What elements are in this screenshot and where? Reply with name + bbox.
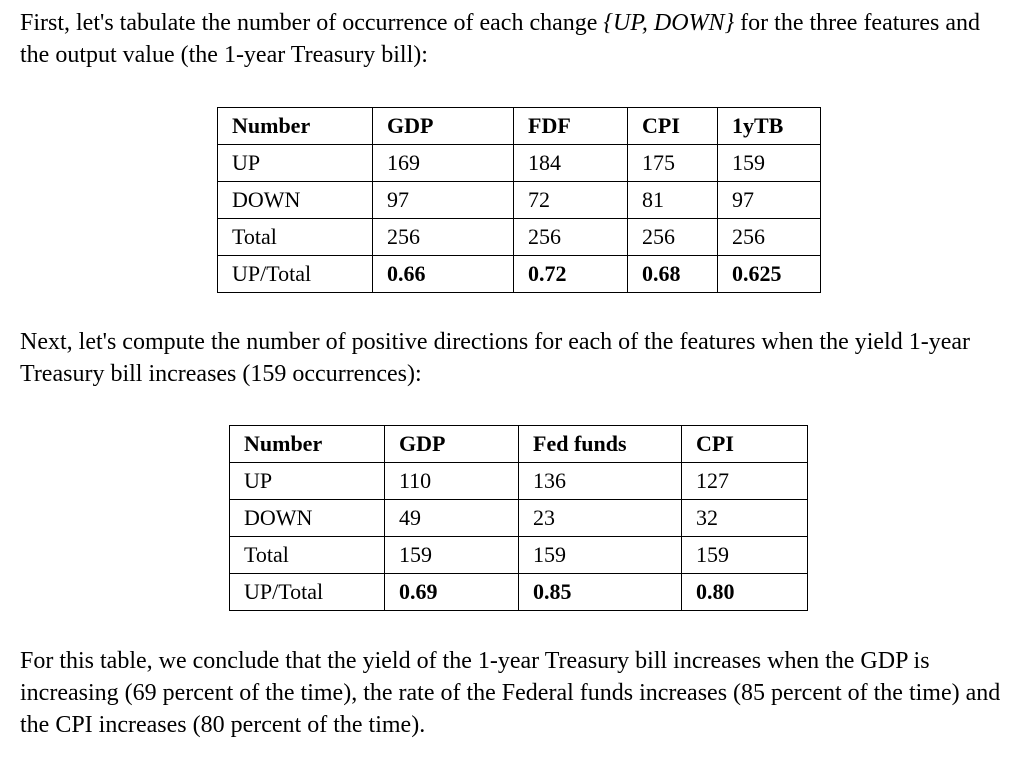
table-cell: 127: [681, 462, 808, 500]
header-cell: Number: [217, 107, 373, 145]
intro-text-after: for the three features and the output va…: [20, 10, 981, 68]
positive-direction-table: Number GDP Fed funds CPI UP 110 136 127 …: [229, 425, 808, 611]
table-cell: 23: [518, 499, 682, 537]
header-cell: Number: [229, 425, 385, 463]
table-cell: 159: [717, 144, 821, 182]
occurrence-table: Number GDP FDF CPI 1yTB UP 169 184 175 1…: [217, 107, 821, 293]
table-row: UP/Total 0.66 0.72 0.68 0.625: [217, 255, 821, 293]
table-cell: 0.85: [518, 573, 682, 611]
row-label-cell: Total: [229, 536, 385, 574]
row-label-cell: UP: [229, 462, 385, 500]
table-header-row: Number GDP Fed funds CPI: [229, 425, 808, 463]
table-cell: 256: [372, 218, 514, 256]
table-cell: 110: [384, 462, 519, 500]
table-row: Total 159 159 159: [229, 536, 808, 574]
table-row: UP/Total 0.69 0.85 0.80: [229, 573, 808, 611]
header-cell: FDF: [513, 107, 628, 145]
table-cell: 175: [627, 144, 718, 182]
table-cell: 256: [627, 218, 718, 256]
table-row: Total 256 256 256 256: [217, 218, 821, 256]
conclusion-paragraph: For this table, we conclude that the yie…: [20, 648, 1001, 738]
table-row: DOWN 49 23 32: [229, 499, 808, 537]
table-cell: 256: [717, 218, 821, 256]
row-label-cell: UP/Total: [229, 573, 385, 611]
table-cell: 159: [518, 536, 682, 574]
table-header-row: Number GDP FDF CPI 1yTB: [217, 107, 821, 145]
table-row: UP 110 136 127: [229, 462, 808, 500]
table-cell: 0.80: [681, 573, 808, 611]
row-label-cell: UP/Total: [217, 255, 373, 293]
header-cell: GDP: [372, 107, 514, 145]
table-cell: 0.68: [627, 255, 718, 293]
table-cell: 0.66: [372, 255, 514, 293]
intro-text-before: First, let's tabulate the number of occu…: [20, 10, 604, 36]
header-cell: GDP: [384, 425, 519, 463]
table-cell: 136: [518, 462, 682, 500]
row-label-cell: Total: [217, 218, 373, 256]
header-cell: 1yTB: [717, 107, 821, 145]
table-cell: 32: [681, 499, 808, 537]
intro-text-emphasis: {UP, DOWN}: [603, 10, 735, 36]
table-cell: 0.72: [513, 255, 628, 293]
table-cell: 169: [372, 144, 514, 182]
row-label-cell: DOWN: [229, 499, 385, 537]
header-cell: CPI: [627, 107, 718, 145]
table-cell: 97: [717, 181, 821, 219]
table-cell: 0.69: [384, 573, 519, 611]
table-cell: 72: [513, 181, 628, 219]
row-label-cell: UP: [217, 144, 373, 182]
table-row: DOWN 97 72 81 97: [217, 181, 821, 219]
header-cell: Fed funds: [518, 425, 682, 463]
second-paragraph: Next, let's compute the number of positi…: [20, 329, 970, 387]
table-cell: 81: [627, 181, 718, 219]
table-cell: 159: [384, 536, 519, 574]
table-cell: 159: [681, 536, 808, 574]
table-cell: 49: [384, 499, 519, 537]
table-cell: 0.625: [717, 255, 821, 293]
table-cell: 97: [372, 181, 514, 219]
table-row: UP 169 184 175 159: [217, 144, 821, 182]
intro-paragraph: First, let's tabulate the number of occu…: [20, 7, 1010, 71]
row-label-cell: DOWN: [217, 181, 373, 219]
header-cell: CPI: [681, 425, 808, 463]
table-cell: 184: [513, 144, 628, 182]
table-cell: 256: [513, 218, 628, 256]
